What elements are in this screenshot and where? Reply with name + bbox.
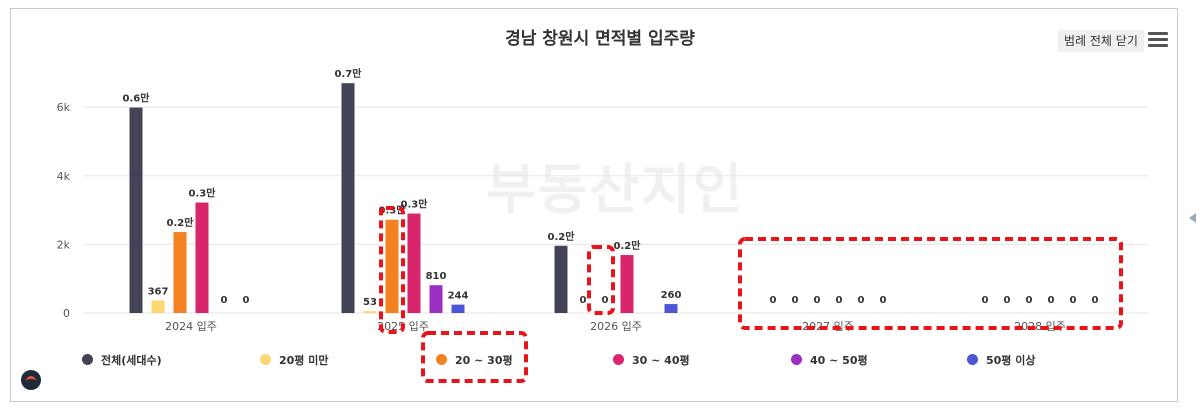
data-label: 0.3만 xyxy=(189,187,217,200)
x-category-label: 2027 입주 xyxy=(802,320,854,333)
data-label: 0 xyxy=(1070,295,1077,306)
bar[interactable] xyxy=(385,219,399,313)
data-label: 0 xyxy=(858,295,865,306)
legend-label: 전체(세대수) xyxy=(101,354,162,367)
legend-label: 20 ~ 30평 xyxy=(455,354,513,367)
data-label: 0 xyxy=(243,295,250,306)
highlight-box xyxy=(738,237,1123,330)
bar[interactable] xyxy=(451,304,465,313)
data-label: 0 xyxy=(602,295,609,306)
data-label: 0 xyxy=(1026,295,1033,306)
data-label: 0 xyxy=(1048,295,1055,306)
data-label: 53 xyxy=(363,297,377,308)
bar[interactable] xyxy=(151,300,165,313)
legend-dot-icon xyxy=(613,354,624,365)
data-label: 0 xyxy=(221,295,228,306)
data-label: 0.7만 xyxy=(335,67,363,80)
bar[interactable] xyxy=(363,311,377,313)
y-tick-label: 2k xyxy=(57,238,71,251)
data-label: 0 xyxy=(1004,295,1011,306)
data-label: 0 xyxy=(836,295,843,306)
y-tick-label: 6k xyxy=(57,101,71,114)
data-label: 0 xyxy=(982,295,989,306)
legend-item[interactable]: 20평 미만 xyxy=(260,352,329,370)
data-label: 0.2만 xyxy=(614,239,642,252)
data-label: 367 xyxy=(148,286,169,297)
logo-icon[interactable] xyxy=(21,370,41,390)
data-label: 0.2만 xyxy=(167,216,195,229)
x-category-label: 2028 입주 xyxy=(1014,320,1066,333)
x-category-label: 2026 입주 xyxy=(590,320,642,333)
data-label: 0.2만 xyxy=(548,230,576,243)
legend-label: 20평 미만 xyxy=(279,354,329,367)
bar[interactable] xyxy=(341,83,355,313)
data-label: 0 xyxy=(880,295,887,306)
highlight-box xyxy=(379,206,405,334)
highlight-box xyxy=(421,331,528,383)
bar[interactable] xyxy=(429,285,443,313)
bar[interactable] xyxy=(620,255,634,313)
data-label: 0 xyxy=(792,295,799,306)
legend-dot-icon xyxy=(791,354,802,365)
legend-item[interactable]: 20 ~ 30평 xyxy=(436,352,513,370)
legend-label: 30 ~ 40평 xyxy=(632,354,690,367)
data-label: 260 xyxy=(661,290,682,301)
menu-icon[interactable] xyxy=(1148,32,1168,48)
bar[interactable] xyxy=(195,202,209,313)
legend-dot-icon xyxy=(82,354,93,365)
data-label: 810 xyxy=(426,271,447,282)
highlight-box xyxy=(587,245,615,315)
watermark: 부동산지인 xyxy=(486,158,745,221)
legend-dot-icon xyxy=(436,354,447,365)
y-tick-label: 4k xyxy=(57,170,71,183)
legend-dot-icon xyxy=(967,354,978,365)
y-tick-label: 0 xyxy=(63,307,70,320)
legend-item[interactable]: 30 ~ 40평 xyxy=(613,352,690,370)
legend-toggle-button[interactable]: 범례 전체 닫기 xyxy=(1058,30,1144,52)
data-label: 0 xyxy=(770,295,777,306)
bar[interactable] xyxy=(173,232,187,313)
legend-label: 50평 이상 xyxy=(986,354,1036,367)
data-label: 0 xyxy=(814,295,821,306)
data-label: 244 xyxy=(448,291,469,302)
legend-item[interactable]: 전체(세대수) xyxy=(82,352,162,370)
bar[interactable] xyxy=(664,304,678,313)
bar[interactable] xyxy=(129,107,143,313)
legend-dot-icon xyxy=(260,354,271,365)
side-arrow-icon[interactable] xyxy=(1189,213,1196,223)
legend-item[interactable]: 50평 이상 xyxy=(967,352,1036,370)
x-category-label: 2024 입주 xyxy=(165,320,217,333)
data-label: 0.3만 xyxy=(401,198,429,211)
legend-label: 40 ~ 50평 xyxy=(810,354,868,367)
data-label: 0.6만 xyxy=(123,92,151,105)
chart-title: 경남 창원시 면적별 입주량 xyxy=(505,29,695,49)
bar[interactable] xyxy=(554,245,568,313)
data-label: 0 xyxy=(580,295,587,306)
data-label: 0 xyxy=(1092,295,1099,306)
bar[interactable] xyxy=(407,213,421,313)
legend-item[interactable]: 40 ~ 50평 xyxy=(791,352,868,370)
legend: 전체(세대수) 20평 미만 20 ~ 30평 30 ~ 40평 40 ~ 50평 50평… xyxy=(0,352,1200,372)
